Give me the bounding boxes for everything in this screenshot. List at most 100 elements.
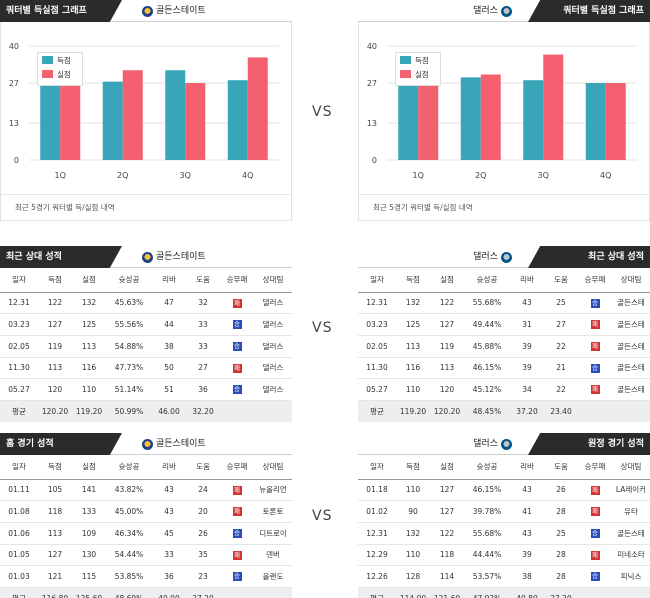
- loss-badge: 패: [590, 320, 600, 330]
- cell-result: 패: [578, 544, 612, 567]
- column-header-scored: 득점: [38, 455, 72, 480]
- cell-scored: 113: [396, 335, 430, 358]
- loss-badge: 패: [590, 550, 600, 560]
- win-badge: 승: [232, 385, 242, 395]
- cell-fg-pct: 46.15%: [464, 479, 510, 502]
- bar-scored: [40, 80, 61, 160]
- cell-result: 패: [578, 335, 612, 358]
- cell-allowed: 110: [72, 378, 106, 401]
- cell-date: 02.05: [358, 335, 396, 358]
- bar-scored: [102, 81, 123, 160]
- column-header-result: 승무패: [220, 455, 254, 480]
- win-badge: 승: [590, 298, 600, 308]
- loss-badge: 패: [590, 507, 600, 517]
- cell-rebounds: 39: [510, 544, 544, 567]
- legend-swatch-allowed: [42, 70, 53, 78]
- cell-rebounds: 43: [152, 479, 186, 502]
- cell-assists: 21: [544, 357, 578, 380]
- cell-scored: 110: [396, 479, 430, 502]
- cell-rebounds: 34: [510, 378, 544, 401]
- bar-scored: [165, 70, 186, 160]
- cell-result: 패: [578, 378, 612, 401]
- cell-rebounds: 43: [510, 292, 544, 315]
- left-quarter-chart: 0 13 27 40 1Q 2Q 3Q 4Q 득점 실점 최근 5경기 쿼터별 득/실점 내역: [0, 22, 292, 221]
- column-header-result: 승무패: [578, 268, 612, 293]
- cell-allowed: 132: [72, 292, 106, 315]
- table-row: 02.05 119 113 54.88% 38 33 승 댈러스: [0, 335, 292, 358]
- cell-result: 패: [578, 479, 612, 502]
- left-chart-note: 최근 5경기 쿼터별 득/실점 내역: [1, 194, 291, 220]
- cell-date: 12.26: [358, 565, 396, 588]
- legend-item-scored: 득점: [396, 53, 440, 67]
- column-header-fg-pct: 슛성공: [106, 455, 152, 480]
- cell-date: 12.31: [358, 292, 396, 315]
- cell-rebounds: 38: [510, 565, 544, 588]
- x-tick-label: 3Q: [538, 171, 549, 180]
- win-badge: 승: [590, 572, 600, 582]
- header-divider: [110, 267, 292, 268]
- cell-scored: 113: [38, 522, 72, 545]
- cell-assists: 36: [186, 378, 220, 401]
- column-header-fg-pct: 슛성공: [106, 268, 152, 293]
- bar-allowed: [247, 57, 268, 160]
- cell-fg-pct: 44.44%: [464, 544, 510, 567]
- column-header-assists: 도움: [544, 268, 578, 293]
- bar-scored: [227, 80, 248, 160]
- cell-scored: 110: [396, 544, 430, 567]
- table-row: 12.31 122 132 45.63% 47 32 패 댈러스: [0, 292, 292, 315]
- left-chart-svg: 0 13 27 40 1Q 2Q 3Q 4Q: [9, 42, 279, 180]
- column-header-assists: 도움: [186, 455, 220, 480]
- legend-item-scored: 득점: [38, 53, 82, 67]
- cell-opponent: 토론토: [254, 500, 292, 523]
- cell-rebounds: 38: [152, 335, 186, 358]
- column-header-fg-pct: 슛성공: [464, 455, 510, 480]
- column-header-allowed: 실점: [72, 455, 106, 480]
- cell-date: 01.08: [0, 500, 38, 523]
- average-scored: 116.80: [38, 587, 72, 598]
- x-tick-label: 1Q: [413, 171, 424, 180]
- cell-assists: 35: [186, 544, 220, 567]
- cell-date: 01.02: [358, 500, 396, 523]
- cell-result: 승: [578, 292, 612, 315]
- right-chart-team-name: 댈러스: [473, 6, 498, 16]
- cell-scored: 132: [396, 522, 430, 545]
- loss-badge: 패: [232, 363, 242, 373]
- y-tick-label: 27: [367, 79, 377, 88]
- cell-scored: 127: [38, 313, 72, 336]
- cell-allowed: 125: [72, 313, 106, 336]
- legend-label-scored: 득점: [57, 55, 71, 65]
- cell-fg-pct: 53.85%: [106, 565, 152, 588]
- y-tick-label: 40: [9, 42, 19, 51]
- right-away-panel: 댈러스 원정 경기 성적 일자 득점 실점 슛성공 리바 도움 승무패 상대팀 01.18 110…: [358, 433, 650, 598]
- y-tick-label: 0: [372, 156, 377, 165]
- legend-item-allowed: 실점: [396, 67, 440, 81]
- cell-fg-pct: 55.68%: [464, 292, 510, 315]
- cell-fg-pct: 45.00%: [106, 500, 152, 523]
- win-badge: 승: [232, 320, 242, 330]
- table-row: 12.31 132 122 55.68% 43 25 승 골든스테: [358, 522, 650, 545]
- cell-assists: 28: [544, 544, 578, 567]
- cell-result: 승: [220, 313, 254, 336]
- column-header-rebounds: 리바: [510, 455, 544, 480]
- loss-badge: 패: [232, 507, 242, 517]
- win-badge: 승: [590, 363, 600, 373]
- right-away-title: 원정 경기 성적: [528, 433, 650, 455]
- average-label: 평균: [358, 587, 396, 598]
- table-row: 05.27 110 120 45.12% 34 22 패 골든스테: [358, 378, 650, 401]
- right-recent-title: 최근 상대 성적: [528, 246, 650, 268]
- left-recent-team: 골든스테이트: [142, 246, 206, 268]
- cell-opponent: LA레이커: [612, 479, 650, 502]
- left-recent-table: 일자 득점 실점 슛성공 리바 도움 승무패 상대팀 12.31 122 132 45.63% 47 32…: [0, 268, 292, 423]
- cell-date: 11.30: [358, 357, 396, 380]
- right-chart-title: 쿼터별 득실점 그래프: [528, 0, 650, 22]
- table-row: 11.30 116 113 46.15% 39 21 승 골든스테: [358, 357, 650, 380]
- average-allowed: 119.20: [72, 400, 106, 423]
- left-chart-header: 쿼터별 득실점 그래프 골든스테이트: [0, 0, 292, 22]
- cell-date: 03.23: [0, 313, 38, 336]
- cell-fg-pct: 54.88%: [106, 335, 152, 358]
- cell-opponent: 유타: [612, 500, 650, 523]
- x-tick-label: 3Q: [180, 171, 191, 180]
- y-tick-label: 40: [367, 42, 377, 51]
- column-header-date: 일자: [0, 455, 38, 480]
- column-header-date: 일자: [0, 268, 38, 293]
